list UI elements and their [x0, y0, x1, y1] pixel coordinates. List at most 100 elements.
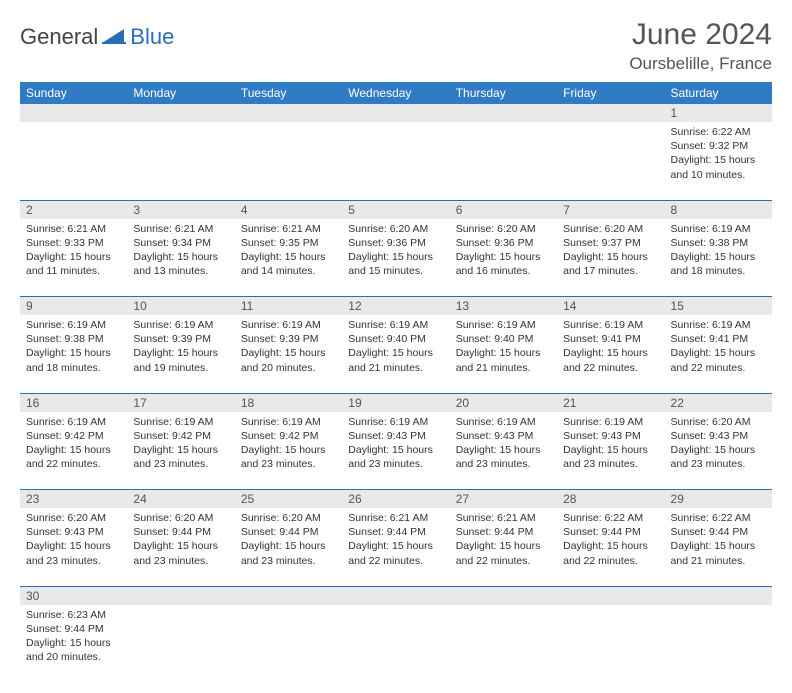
day-cell: Sunrise: 6:21 AMSunset: 9:33 PMDaylight:… — [20, 219, 127, 297]
day-cell: Sunrise: 6:22 AMSunset: 9:32 PMDaylight:… — [665, 122, 772, 200]
d2-line: and 21 minutes. — [456, 361, 551, 375]
sunset-line: Sunset: 9:44 PM — [241, 525, 336, 539]
day-number: 2 — [20, 200, 127, 219]
day-number — [20, 104, 127, 122]
sunrise-line: Sunrise: 6:19 AM — [241, 318, 336, 332]
weekday-header: Friday — [557, 82, 664, 104]
day-number: 24 — [127, 490, 234, 509]
day-number: 17 — [127, 393, 234, 412]
day-cell: Sunrise: 6:20 AMSunset: 9:43 PMDaylight:… — [20, 508, 127, 586]
d1-line: Daylight: 15 hours — [348, 443, 443, 457]
day-cell: Sunrise: 6:22 AMSunset: 9:44 PMDaylight:… — [665, 508, 772, 586]
sunrise-line: Sunrise: 6:20 AM — [26, 511, 121, 525]
d1-line: Daylight: 15 hours — [26, 539, 121, 553]
day-cell: Sunrise: 6:19 AMSunset: 9:40 PMDaylight:… — [450, 315, 557, 393]
day-cell: Sunrise: 6:19 AMSunset: 9:42 PMDaylight:… — [127, 412, 234, 490]
sunset-line: Sunset: 9:32 PM — [671, 139, 766, 153]
d2-line: and 23 minutes. — [563, 457, 658, 471]
day-cell: Sunrise: 6:20 AMSunset: 9:43 PMDaylight:… — [665, 412, 772, 490]
weekday-header: Monday — [127, 82, 234, 104]
sunrise-line: Sunrise: 6:19 AM — [563, 415, 658, 429]
day-number — [557, 104, 664, 122]
d1-line: Daylight: 15 hours — [456, 250, 551, 264]
day-cell — [450, 605, 557, 683]
day-number: 13 — [450, 297, 557, 316]
d2-line: and 11 minutes. — [26, 264, 121, 278]
d1-line: Daylight: 15 hours — [563, 539, 658, 553]
day-number — [557, 586, 664, 605]
sunrise-line: Sunrise: 6:20 AM — [456, 222, 551, 236]
d2-line: and 23 minutes. — [241, 554, 336, 568]
d1-line: Daylight: 15 hours — [671, 153, 766, 167]
sunset-line: Sunset: 9:43 PM — [671, 429, 766, 443]
day-cell: Sunrise: 6:21 AMSunset: 9:35 PMDaylight:… — [235, 219, 342, 297]
d2-line: and 23 minutes. — [26, 554, 121, 568]
d2-line: and 10 minutes. — [671, 168, 766, 182]
day-cell — [557, 605, 664, 683]
d1-line: Daylight: 15 hours — [26, 443, 121, 457]
brand-logo: General Blue — [20, 24, 174, 50]
day-cell: Sunrise: 6:21 AMSunset: 9:44 PMDaylight:… — [342, 508, 449, 586]
calendar-page: General Blue June 2024 Oursbelille, Fran… — [0, 0, 792, 693]
weekday-header: Wednesday — [342, 82, 449, 104]
brand-part1: General — [20, 24, 98, 50]
sunset-line: Sunset: 9:44 PM — [671, 525, 766, 539]
week-row: Sunrise: 6:22 AMSunset: 9:32 PMDaylight:… — [20, 122, 772, 200]
day-number: 9 — [20, 297, 127, 316]
day-cell: Sunrise: 6:22 AMSunset: 9:44 PMDaylight:… — [557, 508, 664, 586]
day-cell — [342, 605, 449, 683]
d2-line: and 20 minutes. — [241, 361, 336, 375]
day-cell: Sunrise: 6:21 AMSunset: 9:44 PMDaylight:… — [450, 508, 557, 586]
d1-line: Daylight: 15 hours — [348, 250, 443, 264]
d2-line: and 23 minutes. — [348, 457, 443, 471]
d1-line: Daylight: 15 hours — [133, 346, 228, 360]
sunrise-line: Sunrise: 6:23 AM — [26, 608, 121, 622]
day-cell: Sunrise: 6:19 AMSunset: 9:39 PMDaylight:… — [127, 315, 234, 393]
sunrise-line: Sunrise: 6:20 AM — [348, 222, 443, 236]
sunset-line: Sunset: 9:43 PM — [348, 429, 443, 443]
day-number — [665, 586, 772, 605]
day-cell — [127, 122, 234, 200]
day-number: 19 — [342, 393, 449, 412]
d2-line: and 17 minutes. — [563, 264, 658, 278]
day-number: 21 — [557, 393, 664, 412]
sunrise-line: Sunrise: 6:19 AM — [26, 318, 121, 332]
sunset-line: Sunset: 9:44 PM — [26, 622, 121, 636]
day-cell: Sunrise: 6:19 AMSunset: 9:38 PMDaylight:… — [665, 219, 772, 297]
d1-line: Daylight: 15 hours — [563, 250, 658, 264]
day-number — [450, 104, 557, 122]
sunrise-line: Sunrise: 6:22 AM — [563, 511, 658, 525]
sunset-line: Sunset: 9:38 PM — [671, 236, 766, 250]
d2-line: and 22 minutes. — [348, 554, 443, 568]
day-number — [235, 104, 342, 122]
d1-line: Daylight: 15 hours — [241, 539, 336, 553]
week-row: Sunrise: 6:21 AMSunset: 9:33 PMDaylight:… — [20, 219, 772, 297]
day-number: 5 — [342, 200, 449, 219]
daynum-row: 30 — [20, 586, 772, 605]
sunset-line: Sunset: 9:38 PM — [26, 332, 121, 346]
d1-line: Daylight: 15 hours — [671, 346, 766, 360]
d1-line: Daylight: 15 hours — [26, 636, 121, 650]
sunset-line: Sunset: 9:43 PM — [26, 525, 121, 539]
daynum-row: 16171819202122 — [20, 393, 772, 412]
day-number: 14 — [557, 297, 664, 316]
d2-line: and 21 minutes. — [348, 361, 443, 375]
sunset-line: Sunset: 9:42 PM — [26, 429, 121, 443]
month-title: June 2024 — [629, 18, 772, 52]
sunrise-line: Sunrise: 6:20 AM — [563, 222, 658, 236]
sunset-line: Sunset: 9:39 PM — [133, 332, 228, 346]
d2-line: and 22 minutes. — [26, 457, 121, 471]
d2-line: and 16 minutes. — [456, 264, 551, 278]
day-number: 3 — [127, 200, 234, 219]
sunrise-line: Sunrise: 6:19 AM — [348, 415, 443, 429]
sunrise-line: Sunrise: 6:19 AM — [671, 318, 766, 332]
d1-line: Daylight: 15 hours — [671, 250, 766, 264]
day-cell: Sunrise: 6:19 AMSunset: 9:42 PMDaylight:… — [20, 412, 127, 490]
d2-line: and 22 minutes. — [563, 554, 658, 568]
sunrise-line: Sunrise: 6:19 AM — [671, 222, 766, 236]
d2-line: and 14 minutes. — [241, 264, 336, 278]
sunrise-line: Sunrise: 6:19 AM — [348, 318, 443, 332]
day-cell: Sunrise: 6:19 AMSunset: 9:38 PMDaylight:… — [20, 315, 127, 393]
d2-line: and 23 minutes. — [133, 554, 228, 568]
day-number: 27 — [450, 490, 557, 509]
